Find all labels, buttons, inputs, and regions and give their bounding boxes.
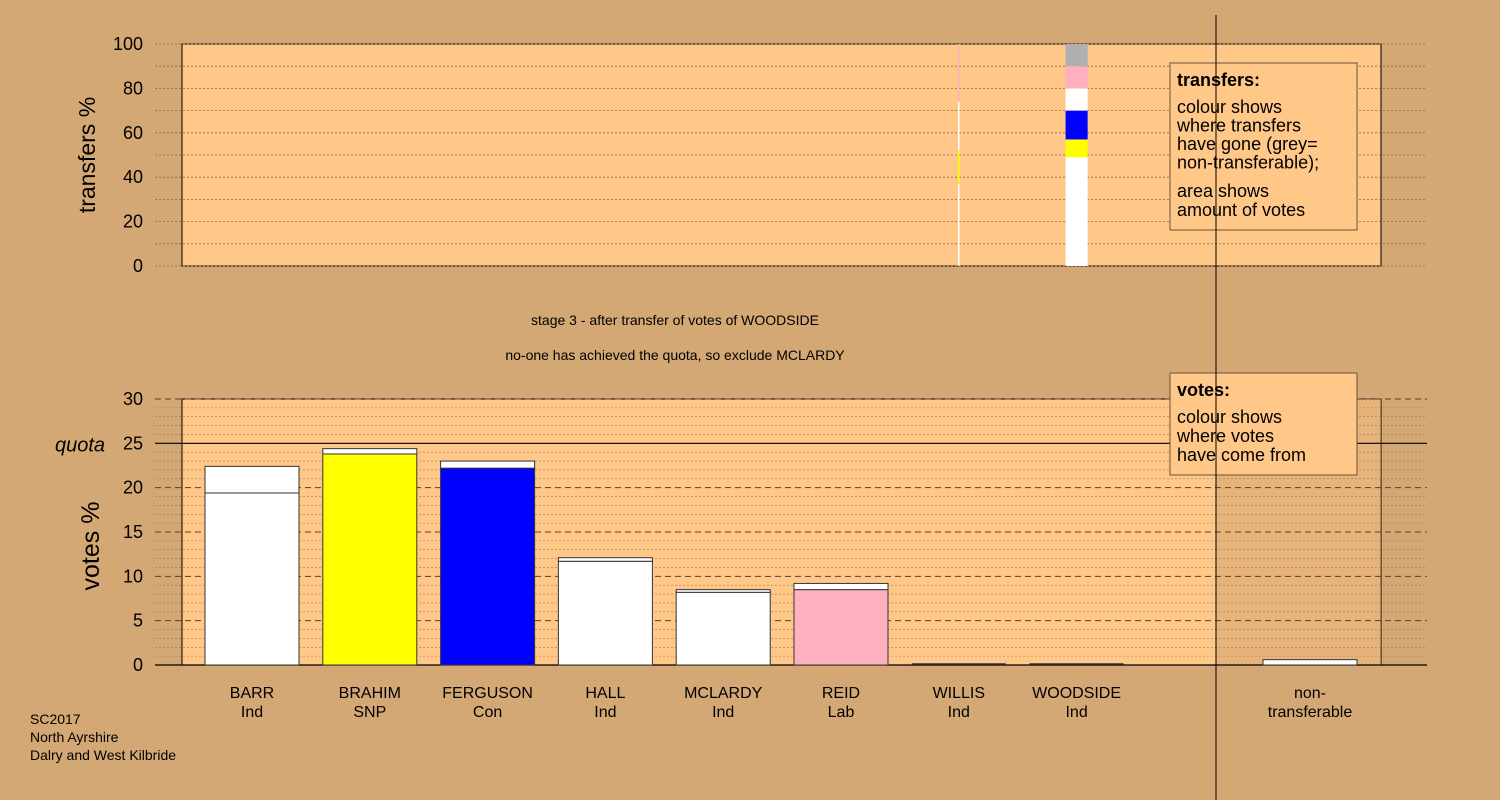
transfer-segment-willis	[958, 183, 960, 266]
candidate-party: SNP	[353, 704, 386, 721]
candidate-party: Ind	[712, 704, 734, 721]
vote-bar-ferguson	[440, 467, 536, 666]
votes-tick-label: 20	[123, 478, 143, 498]
transfers-legend-line: non-transferable);	[1177, 153, 1319, 173]
transfers-tick-label: 0	[133, 256, 143, 276]
votes-tick-label: 5	[133, 611, 143, 631]
vote-bar-transfer-hall	[557, 557, 653, 562]
candidate-name: BARR	[230, 685, 274, 702]
transfer-segment-willis	[958, 44, 960, 102]
candidate-name: BRAHIM	[339, 685, 401, 702]
transfers-axis-label: transfers %	[74, 97, 100, 213]
transfers-legend-line: amount of votes	[1177, 200, 1305, 220]
vote-bar-hall	[557, 560, 653, 666]
transfers-legend-title: transfers:	[1177, 70, 1260, 90]
transfers-tick-label: 80	[123, 78, 143, 98]
nontransferable-bar	[1262, 659, 1358, 666]
transfers-tick-label: 60	[123, 123, 143, 143]
transfer-segment-woodside	[1065, 110, 1088, 140]
vote-bar-transfer-brahim	[322, 448, 418, 455]
votes-tick-label: 30	[123, 389, 143, 409]
votes-legend-line: where votes	[1176, 426, 1274, 446]
votes-tick-label: 15	[123, 522, 143, 542]
candidate-name: MCLARDY	[684, 685, 763, 702]
quota-label: quota	[55, 434, 105, 456]
candidate-name: WOODSIDE	[1032, 685, 1121, 702]
transfer-segment-woodside	[1065, 157, 1088, 266]
footer-line-3: Dalry and West Kilbride	[30, 747, 176, 763]
footer-line-2: North Ayrshire	[30, 729, 119, 745]
transfer-segment-woodside	[1065, 139, 1088, 158]
footer-line-1: SC2017	[30, 711, 81, 727]
votes-tick-label: 10	[123, 566, 143, 586]
transfer-segment-woodside	[1065, 66, 1088, 89]
vote-bar-transfer-mclardy	[675, 589, 771, 593]
transfers-legend-box	[1169, 62, 1358, 231]
vote-bar-brahim	[322, 453, 418, 666]
vote-bar-barr	[204, 492, 300, 666]
vote-bar-reid	[793, 589, 889, 666]
transfers-tick-label: 40	[123, 167, 143, 187]
vote-bar-mclardy	[675, 591, 771, 666]
transfers-plot: 0 20 40 60 80 100 transfers % transfers: colour …	[74, 34, 1427, 276]
votes-legend-line: colour shows	[1177, 407, 1282, 427]
candidate-party: Lab	[828, 704, 855, 721]
transfer-segment-woodside	[1065, 88, 1088, 111]
votes-tick-label: 0	[133, 655, 143, 675]
votes-legend-title: votes:	[1177, 380, 1230, 400]
transfer-segment-woodside	[1065, 44, 1088, 67]
candidate-party: Con	[473, 704, 502, 721]
votes-axis-label: votes %	[77, 502, 105, 591]
candidate-name: REID	[822, 685, 860, 702]
transfers-legend-line: where transfers	[1176, 116, 1301, 136]
candidate-party: Ind	[594, 704, 616, 721]
nontransferable-label-1: non-	[1294, 685, 1326, 702]
vote-bar-transfer-reid	[793, 582, 889, 591]
transfers-tick-label: 100	[113, 34, 143, 54]
candidate-name: FERGUSON	[442, 685, 533, 702]
candidate-party: Ind	[948, 704, 970, 721]
stage-title: stage 3 - after transfer of votes of WOO…	[531, 312, 819, 328]
candidate-name: HALL	[585, 685, 625, 702]
transfers-legend-line: colour shows	[1177, 97, 1282, 117]
transfer-segment-willis	[958, 101, 960, 151]
candidate-party: Ind	[1065, 704, 1087, 721]
transfers-legend-line: area shows	[1177, 181, 1269, 201]
candidate-party: Ind	[241, 704, 263, 721]
votes-legend-line: have come from	[1177, 445, 1306, 465]
stage-subtitle: no-one has achieved the quota, so exclud…	[505, 347, 845, 363]
nontransferable-label-2: transferable	[1268, 704, 1353, 721]
votes-plot: 0 5 10 15 20 25 30 quota votes % BARR Ind BRAHIM SNP…	[55, 372, 1427, 721]
votes-legend-box	[1169, 372, 1358, 476]
candidate-name: WILLIS	[933, 685, 985, 702]
votes-tick-label: 25	[123, 433, 143, 453]
vote-bar-transfer-ferguson	[440, 460, 536, 469]
transfers-legend-line: have gone (grey=	[1177, 134, 1318, 154]
transfers-tick-label: 20	[123, 212, 143, 232]
vote-bar-transfer-barr	[204, 465, 300, 494]
transfer-segment-willis	[958, 150, 960, 184]
